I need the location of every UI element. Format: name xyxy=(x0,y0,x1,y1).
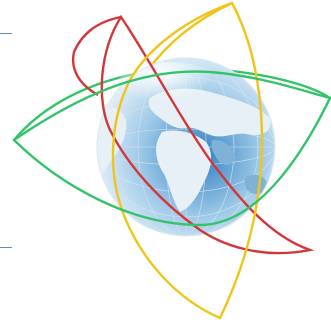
red-loop-back xyxy=(71,15,122,97)
edge-tick-bottom xyxy=(0,247,12,248)
globe-rim xyxy=(96,57,276,237)
edge-tick-top xyxy=(0,33,12,34)
globe xyxy=(96,57,276,237)
yellow-loop xyxy=(111,1,264,320)
red-loop xyxy=(100,14,315,255)
green-loop xyxy=(12,70,331,227)
